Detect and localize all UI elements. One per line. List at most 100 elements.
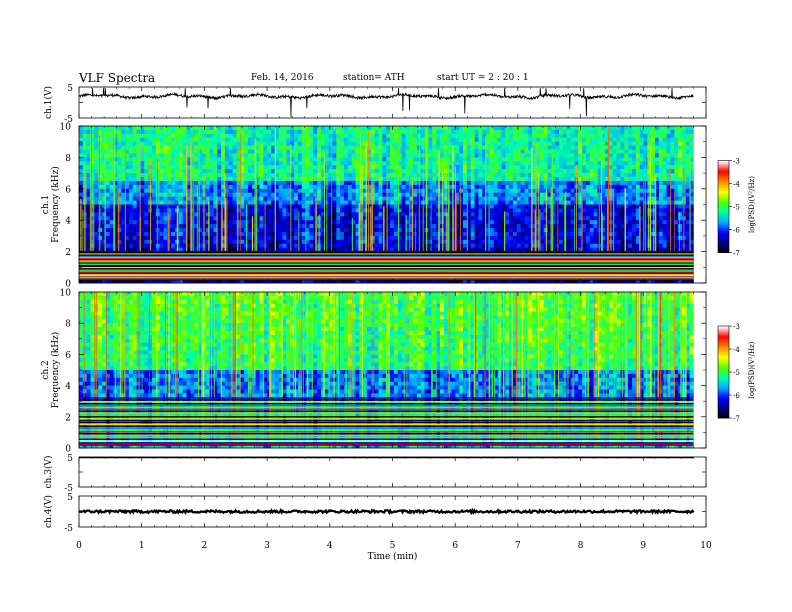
ch1_spectrogram-cell [286,161,291,166]
ch1_spectrogram-cell [378,220,383,225]
ch1_spectrogram-cell [90,165,95,170]
ch1_spectrogram-cell [505,216,510,221]
ch1_spectrogram-cell [294,224,299,229]
ch1_spectrogram-cell [136,231,141,237]
ch1_spectrogram-cell [401,224,406,229]
ch1_spectrogram-cell [486,235,491,241]
ch1_spectrogram-cell [251,216,256,221]
ch1_spectrogram-cell [463,161,468,166]
ch1_spectrogram-cell [463,169,468,174]
ch1_spectrogram-cell [428,231,433,237]
ch1_spectrogram-cell [482,279,487,284]
ch1_spectrogram-cell [320,224,326,229]
ch1_spectrogram-cell [351,279,356,284]
ch1_spectrogram-cell [347,169,352,174]
ch1_spectrogram-cell [455,192,460,197]
ch1_spectrogram-cell [86,137,91,142]
ch1_spectrogram-cell [463,247,468,252]
ch1_spectrogram-cell [428,216,433,221]
ch1_spectrogram-cell [294,133,299,139]
ch1_spectrogram-cell [466,177,472,182]
ch1_spectrogram-cell [105,228,111,233]
ch1_spectrogram-cell [198,157,203,162]
ch1_spectrogram-cell [413,247,418,252]
ch1_spectrogram-cell [151,216,157,221]
ch1_spectrogram-cell [282,153,287,158]
ch1_spectrogram-cell [493,126,498,131]
ch1_spectrogram-cell [255,149,260,154]
ch1_spectrogram-cell [140,220,145,225]
ch1_spectrogram-cell [401,129,406,135]
ch1_spectrogram-cell [163,188,168,194]
ch1_spectrogram-cell [528,235,533,241]
ch1_spectrogram-cell [271,141,276,146]
ch1_spectrogram-cell [236,177,241,182]
ch1_spectrogram-cell [94,192,99,197]
ch1_spectrogram-cell [102,129,107,135]
ch1_spectrogram-cell [301,235,306,241]
ch1_spectrogram-cell [336,208,341,213]
ch1_spectrogram-cell [251,200,256,205]
ch1_spectrogram-cell [159,180,164,186]
ch1_spectrogram-cell [102,228,107,233]
ch1_spectrogram-cell [497,126,502,131]
ch1_spectrogram-cell [205,173,210,178]
ch1_spectrogram-cell [209,145,214,150]
ch1_spectrogram-cell [532,184,537,190]
ch1_spectrogram-cell [194,126,199,131]
ch1_spectrogram-cell [355,184,360,190]
ch1_spectrogram-cell [436,247,441,252]
ch1_spectrogram-cell [171,239,176,245]
ch1_spectrogram-cell [271,220,276,225]
ch1_spectrogram-cell [198,177,203,182]
ch1_spectrogram-cell [478,149,483,154]
ch1_spectrogram-cell [497,129,502,135]
ch1_spectrogram-cell [186,180,191,186]
ch1_spectrogram-cell [436,177,441,182]
ch1_spectrogram-cell [236,192,241,197]
ch1_spectrogram-cell [455,126,460,131]
ch1_spectrogram-cell [228,279,233,284]
ch1_spectrogram-cell [428,239,433,245]
ch1_spectrogram-cell [351,224,356,229]
ch1_spectrogram-cell [524,216,529,221]
ch1_spectrogram-cell [278,220,283,225]
ch1_spectrogram-cell [501,231,506,237]
ch1_spectrogram-cell [413,224,418,229]
ch1_spectrogram-cell [247,212,253,217]
ch1_spectrogram-cell [228,137,233,142]
ch1_spectrogram-cell [128,169,134,174]
ch1_spectrogram-cell [413,184,418,190]
ch1_spectrogram-cell [528,145,533,150]
ch1_spectrogram-cell [382,145,387,150]
ch1_spectrogram-cell [186,169,191,174]
ch1_spectrogram-cell [117,188,122,194]
ch1_spectrogram-cell [151,141,157,146]
ch1_spectrogram-cell [428,173,433,178]
ch1_spectrogram-cell [259,208,264,213]
ch1_spectrogram-cell [363,177,368,182]
ch1_spectrogram-cell [386,247,391,252]
ch1_spectrogram-cell [136,153,141,158]
ch1_spectrogram-cell [224,161,230,166]
ch1_spectrogram-cell [309,220,314,225]
ch1_spectrogram-cell [455,141,460,146]
ch1_spectrogram-cell [267,180,272,186]
ch1_spectrogram-cell [320,133,326,139]
ch1_spectrogram-cell [175,149,180,154]
ch1_spectrogram-cell [317,208,322,213]
date-label: Feb. 14, 2016 [251,73,314,83]
ch1_spectrogram-cell [378,137,383,142]
ch1_spectrogram-cell [247,153,253,158]
ch1_spectrogram-cell [286,169,291,174]
ch1_spectrogram-cell [121,279,126,284]
ch1_spectrogram-cell [455,208,460,213]
ch1_spectrogram-cell [393,239,399,245]
ch1_spectrogram-cell [140,224,145,229]
ch1_spectrogram-cell [482,188,487,194]
ch1_spectrogram-cell [516,180,521,186]
ch1_spectrogram-cell [432,235,437,241]
ch1_spectrogram-cell [163,161,168,166]
ch1_spectrogram-cell [151,129,157,135]
ch1_spectrogram-cell [247,169,253,174]
